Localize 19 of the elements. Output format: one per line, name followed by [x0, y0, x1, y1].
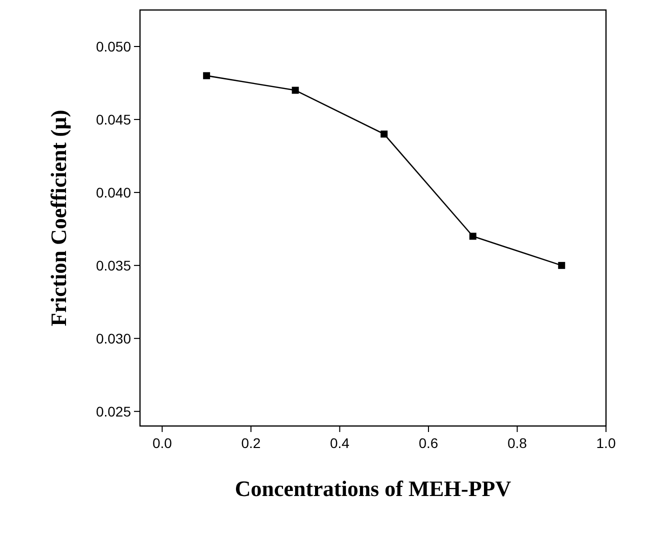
- point: [469, 232, 476, 240]
- y-tick-label: 0.050: [96, 38, 132, 54]
- y-axis-title: Friction Coefficient (μ): [46, 110, 71, 326]
- x-tick-label: 0.4: [330, 435, 350, 451]
- point: [558, 262, 566, 269]
- x-tick-label: 1.0: [596, 435, 616, 451]
- x-axis-title: Concentrations of MEH-PPV: [234, 476, 512, 501]
- x-tick-label: 0.6: [418, 435, 438, 451]
- x-tick-label: 0.2: [241, 435, 261, 451]
- x-tick-label: 0.0: [152, 435, 172, 451]
- y-tick-label: 0.040: [96, 184, 132, 200]
- y-tick-label: 0.035: [96, 257, 132, 274]
- point: [380, 130, 388, 138]
- y-tick-label: 0.030: [96, 330, 132, 346]
- y-tick-label: 0.045: [96, 111, 132, 128]
- x-tick-label: 0.8: [508, 435, 528, 451]
- point: [292, 86, 299, 94]
- y-tick-label: 0.025: [96, 403, 132, 420]
- point: [203, 72, 210, 80]
